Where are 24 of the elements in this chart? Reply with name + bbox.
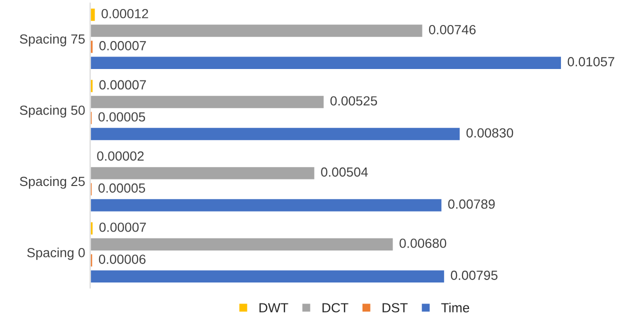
data-label: 0.00504 xyxy=(321,167,368,177)
y-tick-label: Spacing 50 xyxy=(20,105,85,118)
data-label: 0.00789 xyxy=(448,199,495,209)
data-label: 0.00006 xyxy=(98,254,146,264)
data-label: 0.00012 xyxy=(102,8,148,18)
y-tick-label: Spacing 75 xyxy=(20,34,85,46)
legend-label: Time xyxy=(441,302,470,312)
data-label: 0.00005 xyxy=(98,112,146,122)
y-tick-label: Spacing 25 xyxy=(20,176,85,189)
data-label: 0.00746 xyxy=(429,24,476,34)
data-label: 0.00007 xyxy=(99,80,146,90)
data-label: 0.00007 xyxy=(99,41,146,50)
data-label: 0.01057 xyxy=(568,57,614,66)
data-label: 0.00680 xyxy=(400,238,446,248)
data-label: 0.00002 xyxy=(97,151,144,161)
legend-label: DST xyxy=(382,303,408,312)
data-label: 0.00007 xyxy=(99,222,146,232)
data-label: 0.00005 xyxy=(98,183,146,193)
legend-label: DCT xyxy=(322,303,348,312)
y-tick-label: Spacing 0 xyxy=(27,248,85,260)
data-label: 0.00525 xyxy=(330,96,378,106)
legend-label: DWT xyxy=(260,303,288,312)
data-label: 0.00795 xyxy=(450,270,498,280)
data-label: 0.00830 xyxy=(466,128,514,138)
